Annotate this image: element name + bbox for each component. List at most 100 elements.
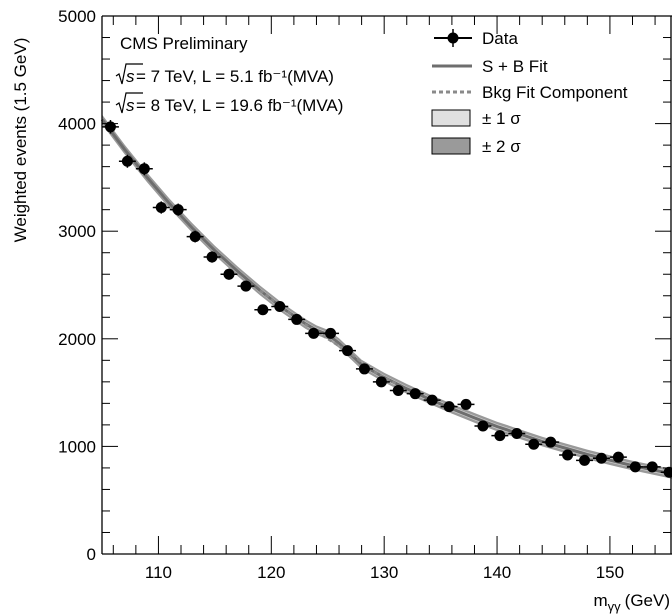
data-point-marker: [494, 430, 506, 442]
x-axis-label-unit: (GeV): [625, 591, 670, 610]
cms-preliminary-label: CMS Preliminary: [120, 34, 248, 53]
legend-two-sigma-swatch: [431, 137, 471, 155]
sqrt-icon: [115, 63, 143, 85]
data-point: [576, 454, 593, 466]
legend-item-sb-fit: S + B Fit: [432, 57, 548, 76]
data-point: [406, 388, 424, 400]
data-point-marker: [375, 376, 387, 388]
data-point-marker: [443, 401, 455, 413]
sqrt-s-symbol: s: [126, 96, 135, 115]
legend-data-marker: [447, 32, 459, 44]
data-point-marker: [240, 280, 252, 292]
data-point-marker: [392, 384, 404, 396]
data-point: [508, 427, 526, 439]
data-point-marker: [308, 327, 320, 339]
data-point-marker: [104, 121, 116, 133]
data-point-marker: [274, 301, 286, 313]
data-point-marker: [612, 451, 624, 463]
data-point: [660, 466, 672, 478]
data-point: [592, 452, 610, 464]
data-point-marker: [155, 202, 167, 214]
data-point-marker: [121, 155, 133, 167]
two-sigma-band: [102, 114, 672, 479]
data-point-marker: [341, 345, 353, 357]
energy-line-2: s = 8 TeV, L = 19.6 fb⁻¹(MVA): [115, 92, 343, 115]
data-point: [305, 327, 323, 339]
data-point: [288, 313, 306, 325]
data-point: [355, 363, 373, 375]
legend-item-one-sigma: ± 1 σ: [431, 109, 521, 128]
data-point: [372, 376, 390, 388]
x-tick-label: 130: [370, 563, 398, 582]
x-tick-label: 110: [145, 563, 172, 582]
energy-line-1: s = 7 TeV, L = 5.1 fb⁻¹(MVA): [115, 63, 334, 86]
data-point: [339, 345, 356, 357]
data-point-marker: [291, 313, 303, 325]
data-point: [423, 394, 441, 406]
sb-fit-curve: [100, 118, 672, 476]
data-point-marker: [477, 420, 489, 432]
data-point-marker: [562, 449, 574, 461]
x-tick-label: 120: [257, 563, 285, 582]
energy-line-2-text: = 8 TeV, L = 19.6 fb⁻¹(MVA): [136, 96, 343, 115]
data-point: [609, 451, 627, 463]
data-points: [102, 120, 672, 478]
axes: 0 1000 2000 3000 4000 5000 110 120 130 140 150: [58, 7, 672, 582]
data-point: [254, 304, 272, 316]
data-point-marker: [646, 461, 658, 473]
data-point: [559, 449, 577, 461]
data-point-marker: [206, 251, 218, 263]
data-point-marker: [629, 461, 641, 473]
data-point-marker: [358, 363, 370, 375]
y-tick-label: 5000: [58, 7, 96, 26]
data-point-marker: [325, 327, 337, 339]
y-tick-label: 0: [87, 545, 96, 564]
x-axis-label-main: m: [593, 591, 607, 610]
uncertainty-bands: [102, 114, 672, 479]
data-point: [237, 280, 255, 292]
data-point-marker: [257, 304, 269, 316]
fit-curves: [100, 118, 672, 476]
data-point: [271, 301, 289, 313]
x-axis-label: mγγ (GeV): [593, 591, 670, 614]
data-point-marker: [579, 454, 591, 466]
data-point: [643, 461, 661, 473]
legend-bkg-label: Bkg Fit Component: [482, 83, 628, 102]
data-point: [474, 420, 492, 432]
data-point: [169, 203, 187, 216]
data-point: [440, 401, 458, 413]
x-tick-label: 150: [596, 563, 624, 582]
y-tick-label: 3000: [58, 222, 96, 241]
legend-item-two-sigma: ± 2 σ: [431, 137, 521, 156]
data-point: [186, 230, 204, 243]
data-point-marker: [511, 427, 523, 439]
y-tick-label: 4000: [58, 115, 96, 134]
data-point: [542, 436, 560, 448]
data-point-marker: [460, 398, 472, 410]
data-point-marker: [138, 163, 150, 175]
data-point-marker: [223, 268, 235, 280]
legend: Data S + B Fit Bkg Fit Component ± 1 σ ±…: [431, 29, 628, 156]
energy-line-1-text: = 7 TeV, L = 5.1 fb⁻¹(MVA): [136, 67, 334, 86]
x-tick-label: 140: [483, 563, 511, 582]
data-point-marker: [545, 436, 557, 448]
legend-one-sigma-label: ± 1 σ: [482, 109, 521, 128]
data-point: [626, 461, 644, 473]
data-point-marker: [426, 394, 438, 406]
sqrt-s-symbol: s: [126, 67, 135, 86]
data-point-marker: [595, 452, 607, 464]
data-point-marker: [409, 388, 421, 400]
data-point: [135, 162, 153, 176]
sqrt-icon: [115, 92, 143, 114]
legend-one-sigma-swatch: [431, 109, 471, 127]
data-point: [152, 201, 170, 214]
legend-sb-label: S + B Fit: [482, 57, 548, 76]
data-point: [491, 430, 509, 442]
y-axis-label: Weighted events (1.5 GeV): [11, 38, 30, 243]
data-point: [457, 398, 475, 410]
data-point-marker: [663, 466, 672, 478]
one-sigma-band: [102, 116, 672, 477]
data-point: [322, 327, 340, 339]
data-point: [220, 268, 238, 280]
